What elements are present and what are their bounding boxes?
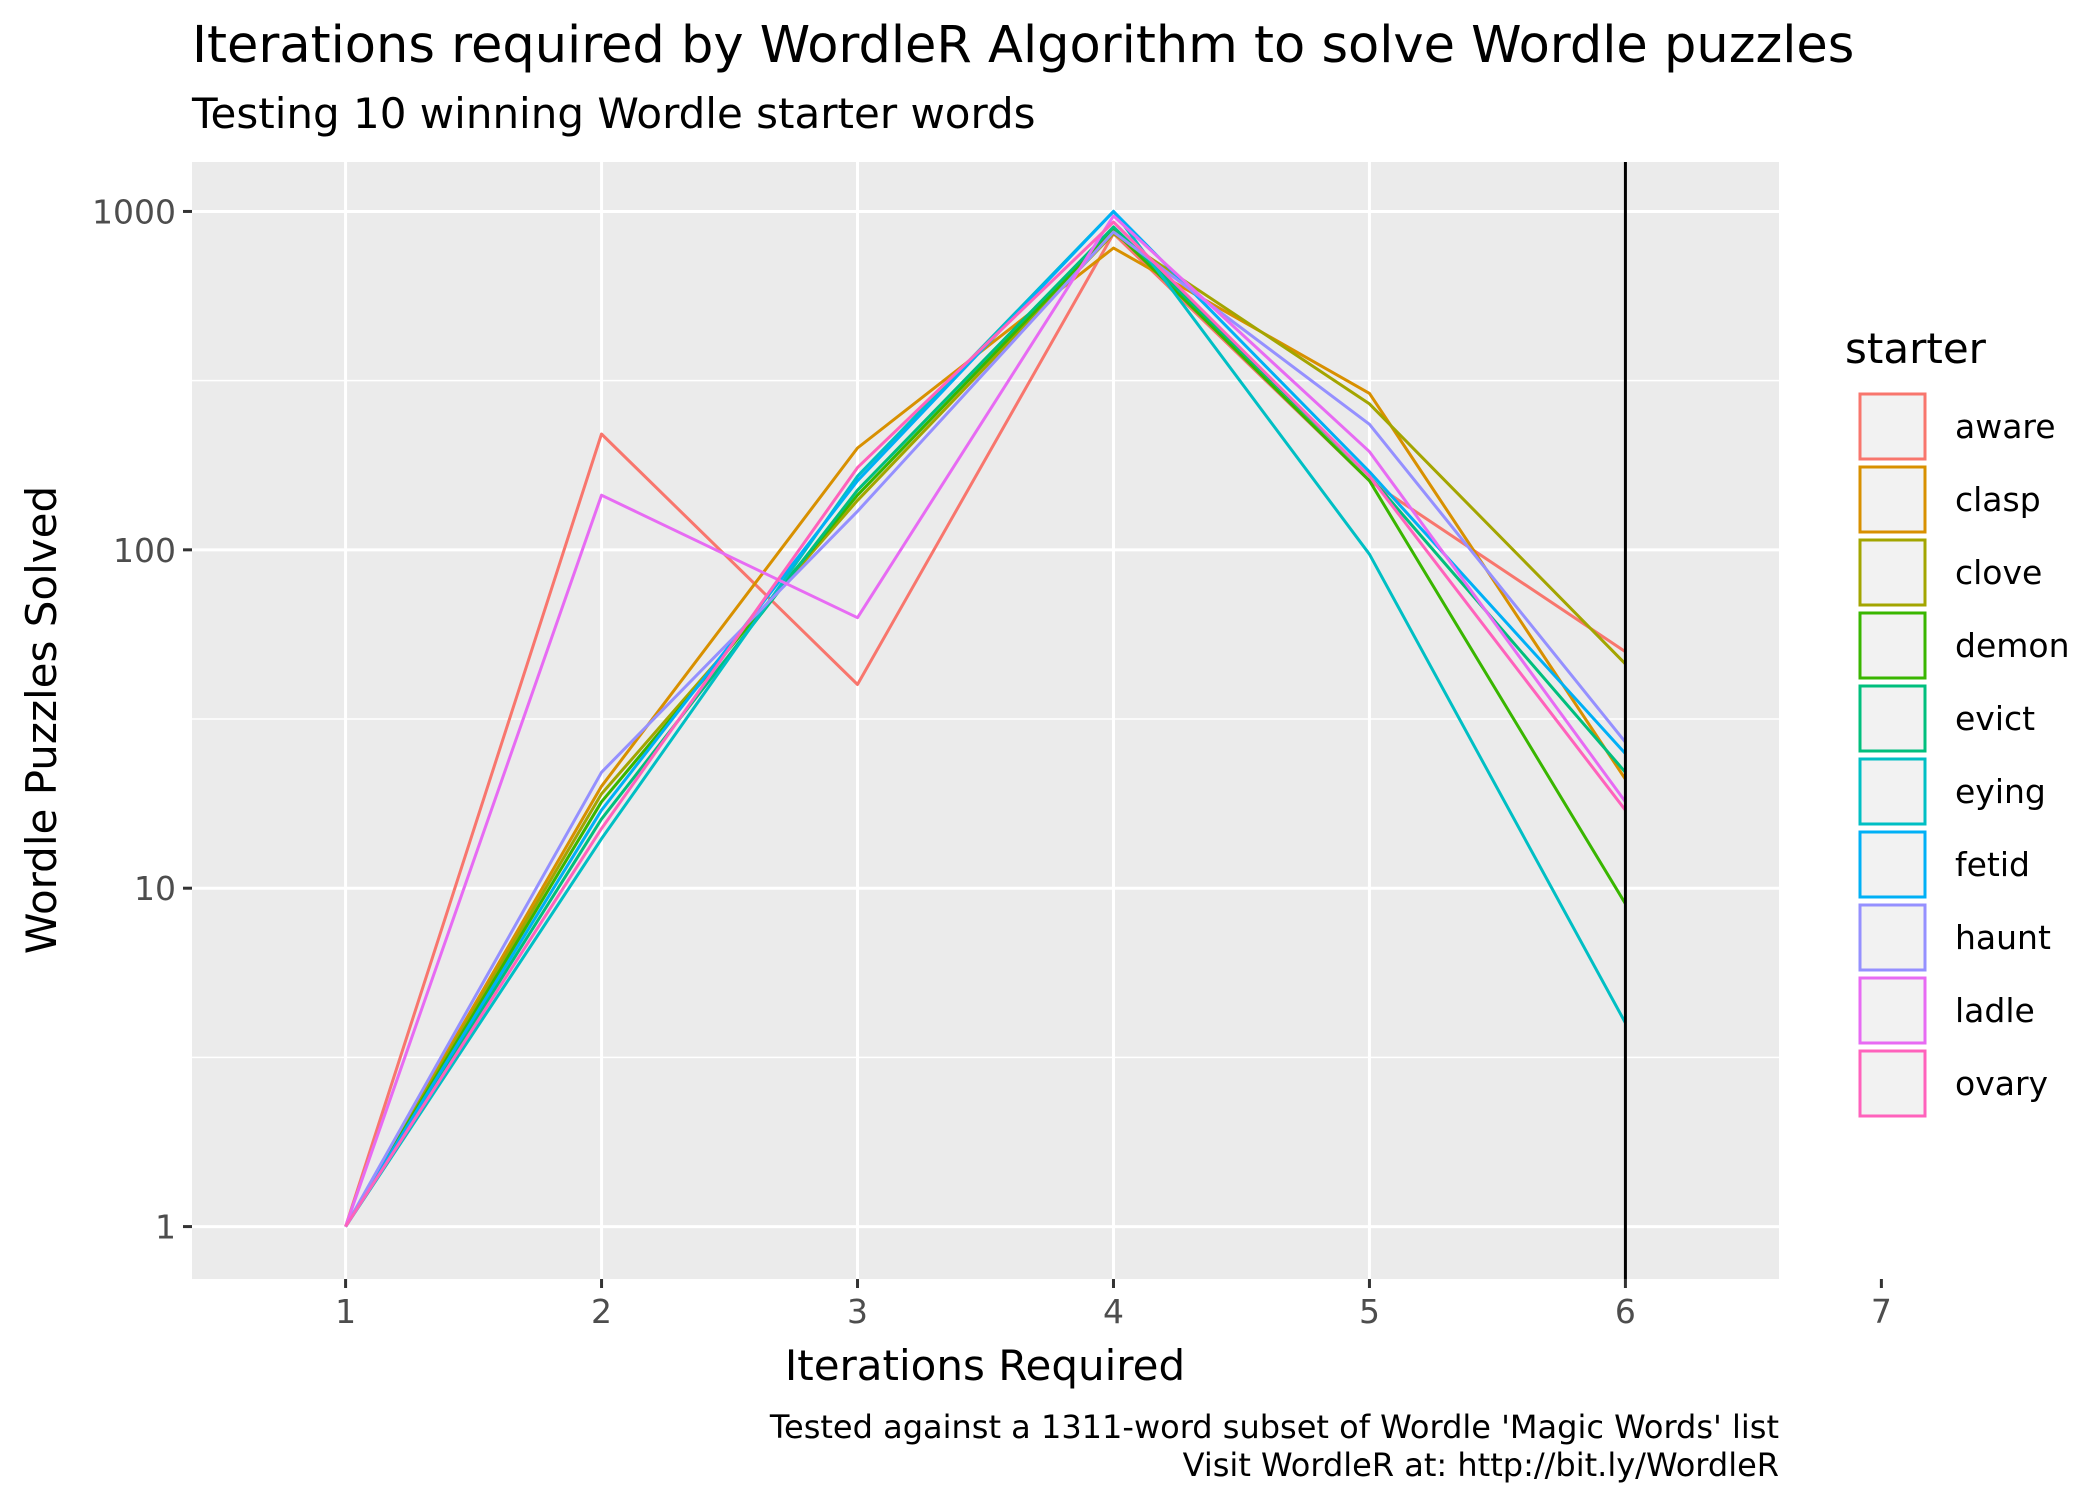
- series-line-ladle: [344, 214, 1627, 1228]
- series-line-evict: [344, 225, 1627, 1228]
- x-tick-label: 4: [1103, 1292, 1124, 1331]
- x-tick-label: 2: [591, 1292, 612, 1331]
- legend-label-eying: eying: [1955, 772, 2046, 811]
- legend-label-ladle: ladle: [1955, 991, 2035, 1030]
- y-axis-title: Wordle Puzzles Solved: [17, 486, 66, 954]
- x-axis-title: Iterations Required: [785, 1341, 1185, 1390]
- legend-label-clasp: clasp: [1955, 480, 2041, 519]
- legend-key-eying: [1858, 757, 1927, 826]
- chart-subtitle: Testing 10 winning Wordle starter words: [191, 89, 1036, 138]
- legend-label-evict: evict: [1955, 699, 2035, 738]
- x-tick-label: 7: [1871, 1292, 1892, 1331]
- legend-key-ovary: [1858, 1049, 1927, 1118]
- legend-label-demon: demon: [1955, 626, 2070, 665]
- caption-line-2: Visit WordleR at: http://bit.ly/WordleR: [1183, 1446, 1779, 1484]
- legend-title: starter: [1845, 324, 1987, 373]
- y-axis: 1 10 100 1000: [92, 192, 192, 1247]
- x-tick-label: 5: [1359, 1292, 1380, 1331]
- series-line-ovary: [344, 220, 1627, 1228]
- y-tick-label: 100: [113, 531, 176, 570]
- legend-label-clove: clove: [1955, 553, 2042, 592]
- chart-title: Iterations required by WordleR Algorithm…: [192, 16, 1854, 75]
- legend-label-haunt: haunt: [1955, 918, 2051, 957]
- x-tick-label: 3: [847, 1292, 868, 1331]
- legend-label-fetid: fetid: [1955, 845, 2030, 884]
- y-tick-label: 1: [155, 1208, 176, 1247]
- series-line-demon: [344, 228, 1627, 1228]
- legend-key-fetid: [1858, 830, 1927, 899]
- legend-label-ovary: ovary: [1955, 1064, 2048, 1103]
- y-tick-label: 10: [134, 869, 176, 908]
- legend-label-aware: aware: [1955, 407, 2056, 446]
- legend-key-clasp: [1858, 465, 1927, 534]
- x-tick-label: 6: [1615, 1292, 1636, 1331]
- legend-key-clove: [1858, 538, 1927, 607]
- plot-panel: [192, 162, 1779, 1279]
- legend-key-demon: [1858, 611, 1927, 680]
- series-lines: [344, 209, 1627, 1228]
- x-tick-label: 1: [335, 1292, 356, 1331]
- x-axis: 1 2 3 4 5 6 7: [335, 1279, 1892, 1331]
- series-line-haunt: [344, 230, 1627, 1228]
- legend-key-evict: [1858, 684, 1927, 753]
- y-tick-label: 1000: [92, 192, 176, 231]
- legend-key-ladle: [1858, 976, 1927, 1045]
- legend-key-haunt: [1858, 903, 1927, 972]
- caption-line-1: Tested against a 1311-word subset of Wor…: [769, 1408, 1779, 1446]
- series-line-clove: [344, 232, 1627, 1228]
- legend: aware clasp clove demon evict eying fetid haunt…: [1858, 392, 2070, 1118]
- legend-key-aware: [1858, 392, 1927, 461]
